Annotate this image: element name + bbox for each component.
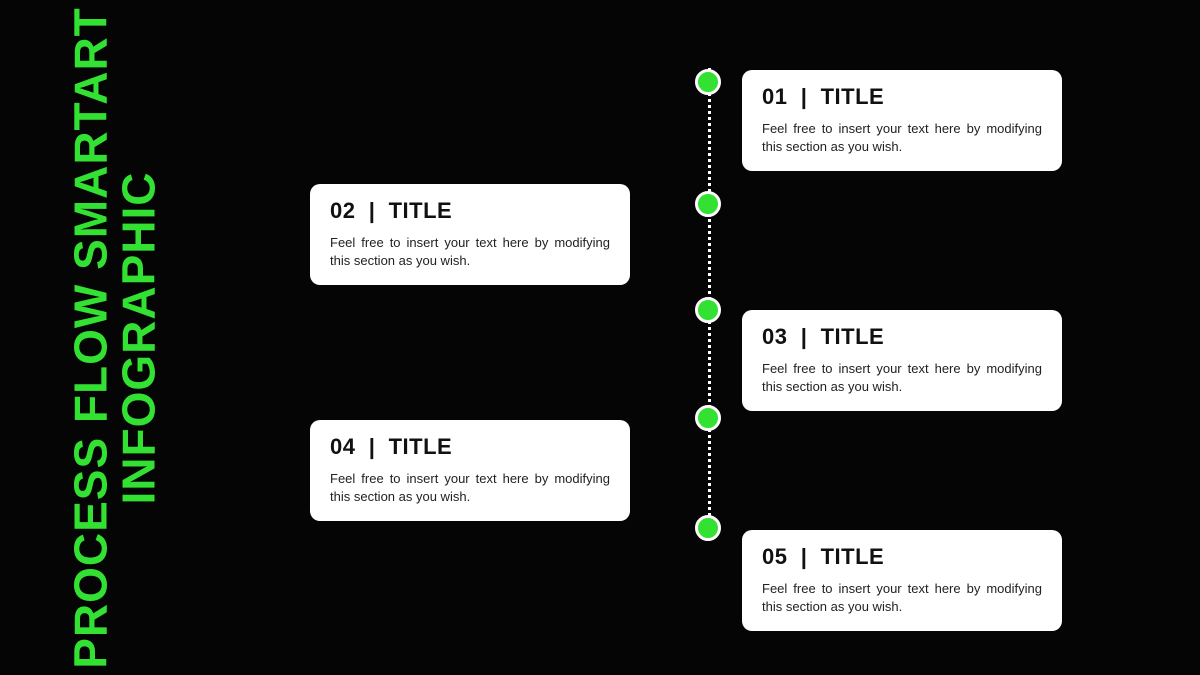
step-number: 03 [762, 324, 787, 349]
step-card: 03 | TITLE Feel free to insert your text… [742, 310, 1062, 411]
step-body: Feel free to insert your text here by mo… [762, 360, 1042, 395]
step-title: TITLE [821, 84, 885, 109]
step-number: 02 [330, 198, 355, 223]
step-title: TITLE [389, 198, 453, 223]
step-number: 04 [330, 434, 355, 459]
step-card-head: 01 | TITLE [762, 84, 1042, 110]
timeline-node [695, 69, 721, 95]
step-body: Feel free to insert your text here by mo… [330, 234, 610, 269]
timeline-node [695, 405, 721, 431]
step-card-head: 05 | TITLE [762, 544, 1042, 570]
divider-pipe: | [362, 198, 389, 223]
step-body: Feel free to insert your text here by mo… [330, 470, 610, 505]
page-title-line2: INFOGRAPHIC [115, 7, 163, 669]
step-title: TITLE [821, 324, 885, 349]
step-title: TITLE [389, 434, 453, 459]
step-title: TITLE [821, 544, 885, 569]
step-card-head: 02 | TITLE [330, 198, 610, 224]
step-card: 02 | TITLE Feel free to insert your text… [310, 184, 630, 285]
step-body: Feel free to insert your text here by mo… [762, 120, 1042, 155]
divider-pipe: | [794, 84, 821, 109]
step-number: 05 [762, 544, 787, 569]
page-title: PROCESS FLOW SMARTART INFOGRAPHIC [67, 7, 164, 669]
step-number: 01 [762, 84, 787, 109]
step-card-head: 04 | TITLE [330, 434, 610, 460]
divider-pipe: | [362, 434, 389, 459]
page-title-line1: PROCESS FLOW SMARTART [67, 7, 115, 669]
step-body: Feel free to insert your text here by mo… [762, 580, 1042, 615]
step-card-head: 03 | TITLE [762, 324, 1042, 350]
divider-pipe: | [794, 324, 821, 349]
timeline-node [695, 297, 721, 323]
step-card: 04 | TITLE Feel free to insert your text… [310, 420, 630, 521]
divider-pipe: | [794, 544, 821, 569]
timeline-node [695, 191, 721, 217]
step-card: 01 | TITLE Feel free to insert your text… [742, 70, 1062, 171]
step-card: 05 | TITLE Feel free to insert your text… [742, 530, 1062, 631]
timeline-node [695, 515, 721, 541]
